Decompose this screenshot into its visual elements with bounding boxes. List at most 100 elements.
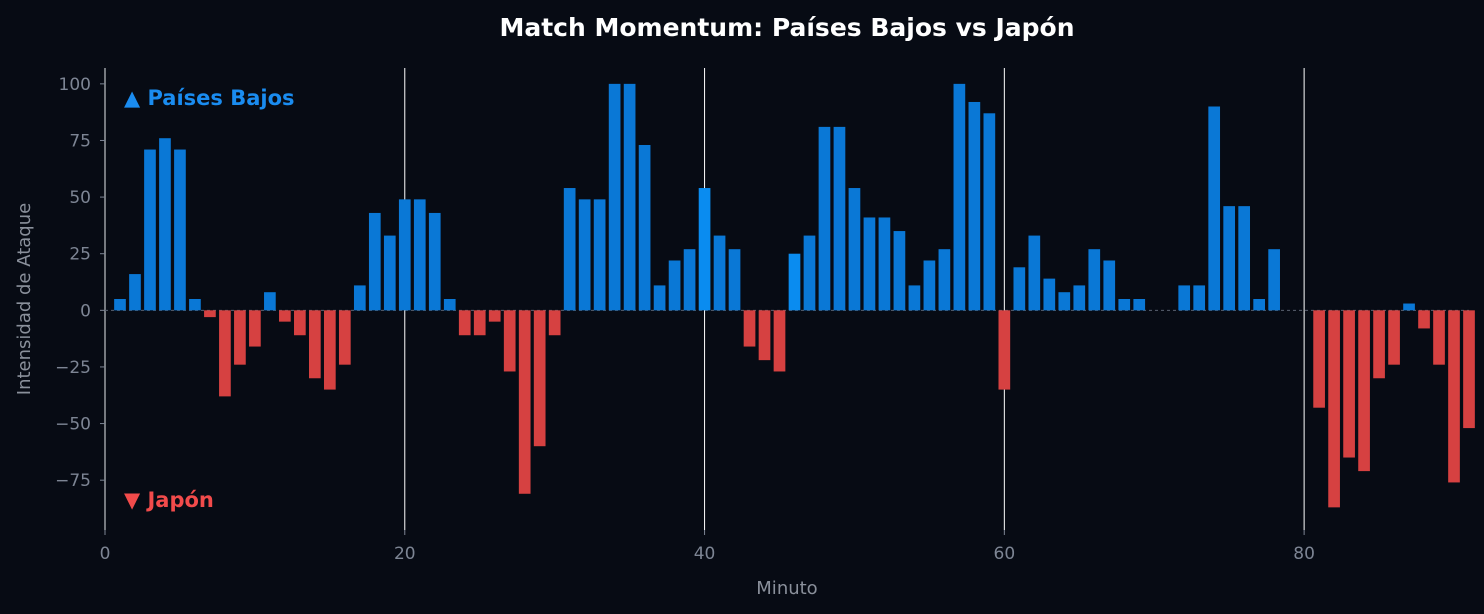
bar — [1073, 285, 1086, 311]
bar — [1103, 260, 1116, 311]
bar — [204, 310, 216, 318]
bar — [953, 83, 966, 311]
bar — [309, 310, 321, 379]
bar — [129, 274, 141, 311]
bar — [1208, 106, 1221, 311]
y-tick-label: 100 — [59, 75, 91, 95]
bar — [398, 199, 411, 311]
bar — [548, 310, 561, 336]
bar — [159, 138, 171, 311]
bar — [968, 101, 981, 311]
bar — [294, 310, 306, 336]
bar — [264, 292, 276, 311]
x-axis-label: Minuto — [756, 578, 817, 599]
bar — [758, 310, 771, 361]
bar — [144, 149, 156, 311]
bar — [1328, 310, 1340, 508]
bar — [848, 188, 861, 311]
bar — [743, 310, 756, 347]
bar — [249, 310, 261, 347]
bar — [518, 310, 531, 494]
bar — [338, 310, 351, 365]
y-tick-label: −75 — [55, 471, 91, 491]
bar — [1193, 285, 1206, 311]
bar — [713, 235, 726, 311]
y-tick-label: −25 — [55, 358, 91, 378]
chart-title: Match Momentum: Países Bajos vs Japón — [499, 13, 1074, 42]
bar — [189, 299, 201, 311]
bar — [174, 149, 186, 311]
bar — [1343, 310, 1355, 458]
bar — [773, 310, 786, 372]
bar — [1028, 235, 1041, 311]
bar — [1373, 310, 1385, 379]
bar — [488, 310, 501, 322]
bar — [1253, 299, 1265, 311]
bar — [1268, 249, 1280, 311]
y-tick-label: 50 — [69, 188, 91, 208]
y-axis-label: Intensidad de Ataque — [14, 203, 35, 395]
bar — [1388, 310, 1400, 365]
bar — [353, 285, 366, 311]
bar — [1418, 310, 1430, 329]
y-tick-label: 75 — [69, 131, 91, 151]
bar — [473, 310, 486, 336]
bar — [1118, 299, 1131, 311]
x-tick-label: 60 — [994, 544, 1016, 564]
bar — [818, 126, 831, 311]
bar — [1223, 206, 1236, 311]
x-tick-label: 40 — [694, 544, 716, 564]
bar — [279, 310, 291, 322]
bar — [938, 249, 951, 311]
bar — [1088, 249, 1101, 311]
y-tick-label: −50 — [55, 415, 91, 435]
bar — [1238, 206, 1251, 311]
bar — [1448, 310, 1460, 483]
x-tick-label: 0 — [100, 544, 111, 564]
bar — [428, 212, 441, 311]
bar — [653, 285, 666, 311]
bar — [563, 188, 576, 311]
bar — [1133, 299, 1146, 311]
bar — [668, 260, 681, 311]
bar — [458, 310, 471, 336]
bar — [1463, 310, 1475, 429]
bar — [1313, 310, 1325, 408]
bar — [728, 249, 741, 311]
bar — [413, 199, 426, 311]
bar — [683, 249, 696, 311]
bar — [1013, 267, 1026, 311]
bar — [698, 188, 711, 311]
bar — [983, 113, 996, 311]
bar — [503, 310, 516, 372]
bar — [323, 310, 336, 390]
bar — [114, 299, 126, 311]
bar — [878, 217, 891, 311]
bar — [608, 83, 621, 311]
x-tick-label: 20 — [394, 544, 416, 564]
bar — [788, 253, 801, 311]
bar — [908, 285, 921, 311]
bar — [863, 217, 876, 311]
bar — [443, 299, 456, 311]
bar — [593, 199, 606, 311]
bar — [923, 260, 936, 311]
bar — [1178, 285, 1191, 311]
bar — [1433, 310, 1445, 365]
bar — [219, 310, 231, 397]
bars — [114, 83, 1475, 508]
bar — [638, 145, 651, 311]
x-tick-label: 80 — [1293, 544, 1315, 564]
bar — [1403, 303, 1415, 311]
bar — [833, 126, 846, 311]
bar — [998, 310, 1011, 390]
bar — [1058, 292, 1071, 311]
bar — [1358, 310, 1370, 472]
bar — [383, 235, 396, 311]
bar — [368, 212, 381, 311]
bar — [893, 231, 906, 311]
legend-team-bottom: ▼ Japón — [124, 488, 214, 512]
y-tick-label: 25 — [69, 245, 91, 265]
